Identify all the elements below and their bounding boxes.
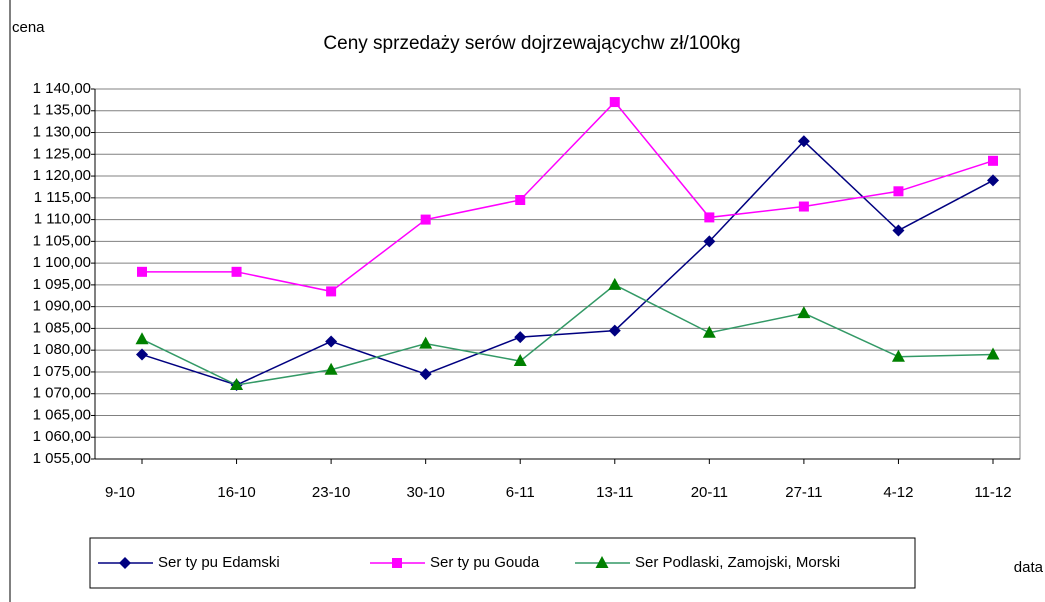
x-tick-label: 9-10 [105,484,135,501]
point [703,235,716,248]
y-tick-label: 1 110,00 [34,211,91,228]
y-tick-label: 1 100,00 [33,254,91,271]
x-tick-label: 4-12 [883,484,913,501]
y-tick-label: 1 135,00 [33,102,91,119]
x-tick-label: 20-11 [691,484,728,501]
y-tick-label: 1 080,00 [33,341,91,358]
y-tick-label: 1 115,00 [34,189,91,206]
point [892,224,905,237]
point [608,324,621,337]
point [798,201,809,212]
point [797,306,811,319]
legend-label: Ser ty pu Gouda [430,554,540,571]
point [704,212,715,223]
point [513,354,527,367]
y-tick-label: 1 105,00 [33,232,91,249]
y-tick-label: 1 055,00 [33,450,91,467]
y-axis-label: cena [12,19,45,36]
legend-label: Ser ty pu Edamski [158,554,280,571]
y-tick-label: 1 060,00 [33,428,91,445]
x-tick-label: 16-10 [217,484,255,501]
point [231,266,242,277]
point [326,286,337,297]
x-tick-label: 23-10 [312,484,350,501]
y-tick-label: 1 070,00 [33,385,91,402]
x-tick-label: 27-11 [785,484,822,501]
point [987,174,999,187]
point [986,347,1000,360]
x-tick-label: 13-11 [596,484,633,501]
point [891,349,905,362]
y-tick-label: 1 085,00 [33,319,91,336]
point [137,266,147,277]
series-line [141,283,994,386]
y-tick-label: 1 095,00 [33,276,91,293]
point [324,362,338,375]
x-axis-label: data [1014,559,1044,576]
point [609,97,620,108]
point [230,378,244,390]
point [325,335,338,348]
point [608,277,622,290]
point [702,325,716,338]
series-line [142,100,994,293]
point [119,557,131,569]
point [419,336,433,349]
legend-label: Ser Podlaski, Zamojski, Morski [635,554,840,571]
chart-title: Ceny sprzedaży serów dojrzewającychw zł/… [323,33,740,54]
point [136,348,148,361]
point [420,214,431,225]
y-tick-label: 1 125,00 [33,145,91,162]
x-tick-label: 11-12 [974,484,1011,501]
point [595,556,609,568]
y-tick-label: 1 140,00 [33,80,91,97]
y-tick-label: 1 075,00 [33,363,91,380]
point [893,186,904,197]
y-tick-label: 1 130,00 [33,123,91,140]
legend-box [89,537,916,589]
point [515,195,526,205]
y-tick-label: 1 065,00 [33,406,91,423]
y-tick-label: 1 090,00 [33,298,91,315]
point [797,135,810,148]
point [392,558,402,568]
series-line [141,140,994,386]
point [419,368,432,381]
point [988,155,998,166]
x-tick-label: 6-11 [506,484,535,501]
point [514,331,527,344]
y-tick-label: 1 120,00 [33,167,91,184]
x-tick-label: 30-10 [406,484,444,501]
point [135,332,149,345]
